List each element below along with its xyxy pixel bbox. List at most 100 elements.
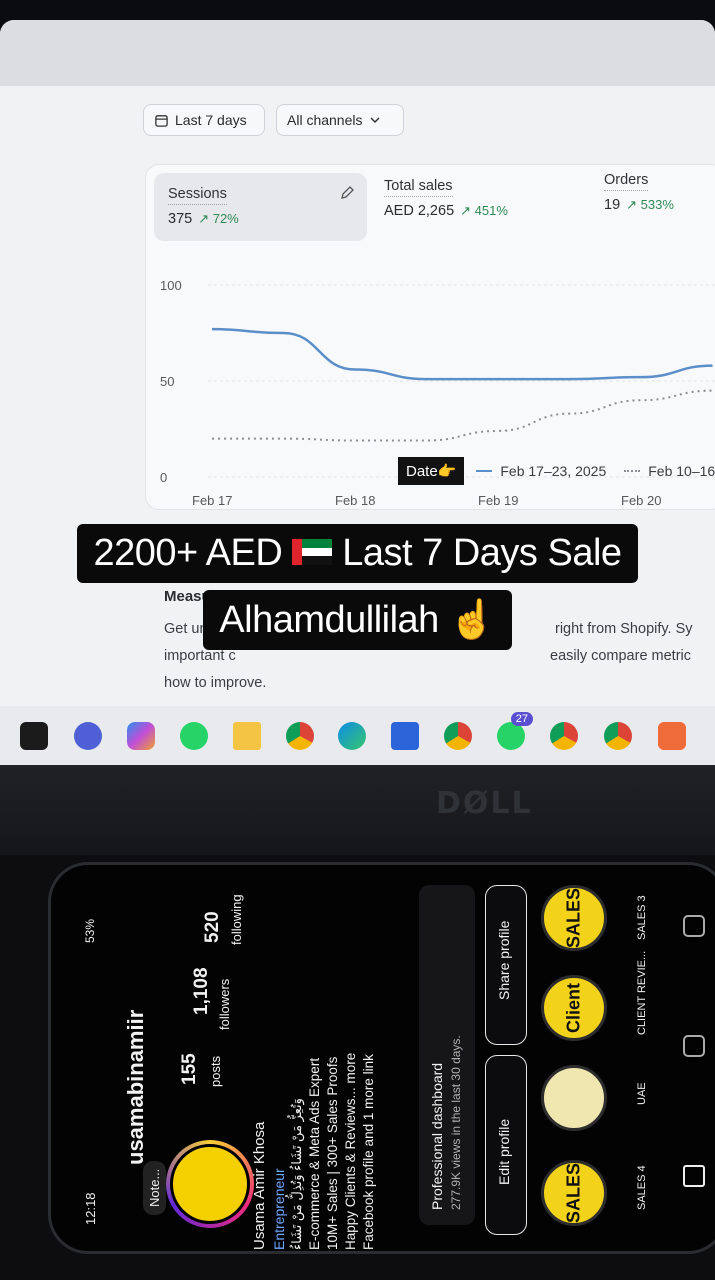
bio-line2: 10M+ Sales | 300+ Sales Proofs [325, 1057, 340, 1250]
metric-total-sales[interactable]: Total sales AED 2,265 ↗ 451% [384, 177, 508, 219]
legend-current-swatch [476, 470, 492, 472]
channels-label: All channels [287, 112, 363, 128]
sessions-value-row: 375 ↗ 72% [168, 211, 353, 227]
share-profile-label: Share profile [496, 921, 512, 1000]
highlight-sales-3-label: SALES 3 [636, 895, 648, 940]
orders-value-row: 19 ↗ 533% [604, 197, 674, 213]
legend-previous-swatch [624, 470, 640, 472]
meet-icon[interactable] [74, 722, 102, 750]
y-tick-label: 100 [160, 278, 182, 293]
pencil-icon[interactable] [339, 185, 355, 201]
whatsapp-unread-badge: 27 [511, 712, 533, 726]
caption-line1-left: 2200+ AED [93, 532, 282, 574]
total-sales-change-value: 451% [475, 203, 508, 218]
reels-icon[interactable] [683, 1035, 705, 1057]
total-sales-label: Total sales [384, 178, 453, 197]
desc-line2-left: important c [164, 648, 236, 664]
laptop-screen: Last 7 days All channels 100 50 0 Feb 17 Fe… [0, 20, 715, 765]
y-tick-label: 0 [160, 470, 167, 485]
task-view-icon[interactable] [20, 722, 48, 750]
orders-value: 19 [604, 197, 620, 213]
highlight-sales-4-text: SALES [564, 1163, 585, 1223]
file-explorer-icon[interactable] [233, 722, 261, 750]
note-bubble[interactable]: Note... [143, 1161, 166, 1215]
profile-name: Usama Amir Khosa [251, 1122, 268, 1250]
following-count[interactable]: 520 [202, 911, 224, 943]
uae-flag-icon [292, 539, 332, 565]
taskbar: 27 [0, 706, 715, 765]
metric-orders[interactable]: Orders 19 ↗ 533% [604, 171, 674, 213]
metric-sessions[interactable]: Sessions 375 ↗ 72% [154, 173, 367, 241]
copilot-icon[interactable] [127, 722, 155, 750]
followers-label[interactable]: followers [217, 979, 232, 1030]
series-current-line [212, 329, 713, 379]
bio-line4[interactable]: Facebook profile and 1 more link [361, 1054, 376, 1250]
highlight-sales-4[interactable]: SALES [541, 1160, 607, 1226]
highlight-sales-3-text: SALES [564, 888, 585, 948]
story-caption-line1: 2200+ AED Last 7 Days Sale [0, 524, 715, 583]
grid-icon[interactable] [683, 1165, 705, 1187]
whatsapp-icon[interactable] [180, 722, 208, 750]
dashboard-subtitle: 277.9K views in the last 30 days. [449, 1035, 463, 1210]
caption-line1-right: Last 7 Days Sale [342, 532, 621, 574]
orders-change: ↗ 533% [626, 197, 674, 212]
highlight-sales-4-label: SALES 4 [636, 1165, 648, 1210]
date-range-label: Last 7 days [175, 112, 247, 128]
series-previous-line [212, 391, 713, 441]
highlight-client-reviews[interactable]: Client [541, 975, 607, 1041]
highlight-uae-label: UAE [636, 1082, 648, 1105]
chrome-icon[interactable] [286, 722, 314, 750]
tagged-icon[interactable] [683, 915, 705, 937]
edge-icon[interactable] [338, 722, 366, 750]
date-range-filter[interactable]: Last 7 days [143, 104, 265, 136]
x-tick-label: Feb 17 [192, 493, 232, 508]
whatsapp-business-icon[interactable]: 27 [497, 722, 525, 750]
legend-current: Feb 17–23, 2025 [500, 463, 606, 479]
edit-profile-label: Edit profile [496, 1119, 512, 1185]
total-sales-value: AED 2,265 [384, 203, 454, 219]
chevron-down-icon [369, 114, 381, 126]
profile-username: usamabinamiir [123, 1010, 149, 1165]
highlight-sales-3[interactable]: SALES [541, 885, 607, 951]
browser-top-area [0, 20, 715, 86]
laptop-logo: DØLL [436, 786, 533, 821]
posts-label: posts [208, 1056, 223, 1087]
chrome-alt2-icon[interactable] [604, 722, 632, 750]
store-icon[interactable] [391, 722, 419, 750]
total-sales-change: ↗ 451% [460, 203, 508, 218]
phone-device: 12:18 53% usamabinamiir 155 posts 1,108 … [48, 862, 715, 1254]
sessions-change-value: 72% [213, 211, 239, 226]
bio-arabic: وَتُعِزُّ مَنْ تَشَاءُ وَتُذِلُّ مَنْ تَ… [289, 1098, 305, 1250]
sessions-label: Sessions [168, 186, 227, 205]
x-tick-label: Feb 19 [478, 493, 518, 508]
chrome-alt-icon[interactable] [550, 722, 578, 750]
download-app-icon[interactable] [658, 722, 686, 750]
metrics-card: 100 50 0 Feb 17 Feb 18 Feb 19 Feb 20 Sessions… [145, 164, 715, 510]
story-caption-line2: Alhamdullilah ☝️ [0, 590, 715, 650]
highlight-uae[interactable] [541, 1065, 607, 1131]
followers-count[interactable]: 1,108 [191, 967, 213, 1015]
profile-avatar[interactable] [166, 1140, 254, 1228]
orders-change-value: 533% [641, 197, 674, 212]
x-tick-label: Feb 20 [621, 493, 661, 508]
calendar-icon [154, 113, 169, 128]
x-tick-label: Feb 18 [335, 493, 375, 508]
y-tick-label: 50 [160, 374, 174, 389]
professional-dashboard[interactable] [419, 885, 475, 1225]
following-label[interactable]: following [229, 894, 244, 945]
avatar-photo [170, 1144, 250, 1224]
desc-line3: how to improve. [164, 670, 715, 697]
caption-line2: Alhamdullilah ☝️ [203, 590, 511, 650]
status-time: 12:18 [83, 1192, 98, 1225]
bio-line1: E-commerce & Meta Ads Expert [307, 1058, 322, 1250]
highlight-client-text: Client [564, 983, 585, 1033]
laptop-bezel [0, 765, 715, 855]
posts-count: 155 [179, 1053, 201, 1085]
channels-filter[interactable]: All channels [276, 104, 404, 136]
bio-line3[interactable]: Happy Clients & Reviews... more [343, 1053, 358, 1250]
orders-label: Orders [604, 172, 648, 191]
sessions-value: 375 [168, 211, 192, 227]
dashboard-title: Professional dashboard [429, 1063, 445, 1210]
chrome-profile-icon[interactable] [444, 722, 472, 750]
sessions-change: ↗ 72% [198, 211, 239, 226]
